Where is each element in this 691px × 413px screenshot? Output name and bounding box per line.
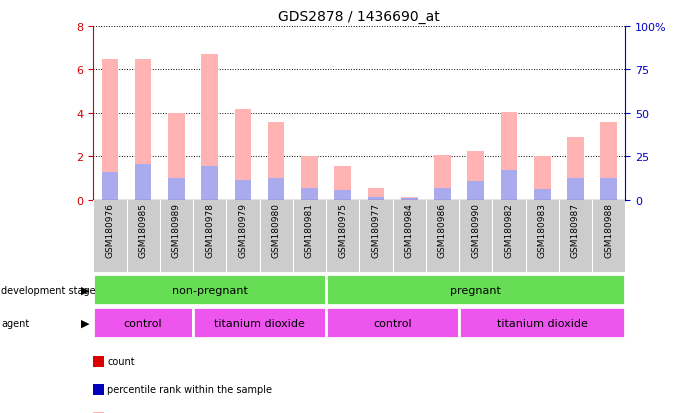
Bar <box>93 308 193 339</box>
Bar <box>135 164 151 200</box>
Bar <box>600 178 617 200</box>
Text: titanium dioxide: titanium dioxide <box>214 318 305 328</box>
Text: non-pregnant: non-pregnant <box>172 285 247 295</box>
Text: GSM180975: GSM180975 <box>338 202 347 257</box>
Text: GSM180990: GSM180990 <box>471 202 480 257</box>
Bar <box>235 109 252 200</box>
Text: GSM180981: GSM180981 <box>305 202 314 257</box>
Bar <box>301 157 318 200</box>
Bar <box>467 182 484 200</box>
Bar <box>534 157 551 200</box>
Bar <box>600 122 617 200</box>
Text: GSM180977: GSM180977 <box>372 202 381 257</box>
Bar <box>401 198 417 200</box>
Bar <box>168 114 184 200</box>
Text: development stage: development stage <box>1 285 96 295</box>
Text: ▶: ▶ <box>82 285 90 295</box>
Text: count: count <box>107 356 135 366</box>
Bar <box>534 190 551 200</box>
Bar <box>501 112 518 200</box>
Text: agent: agent <box>1 318 30 328</box>
Bar <box>567 178 584 200</box>
Text: GSM180988: GSM180988 <box>604 202 613 257</box>
Bar <box>268 122 285 200</box>
Text: GSM180976: GSM180976 <box>106 202 115 257</box>
Text: ▶: ▶ <box>82 318 90 328</box>
Text: control: control <box>124 318 162 328</box>
Text: GSM180984: GSM180984 <box>405 202 414 257</box>
Text: pregnant: pregnant <box>451 285 501 295</box>
Bar <box>334 167 351 200</box>
Bar <box>368 197 384 200</box>
Bar <box>102 172 118 200</box>
Text: control: control <box>373 318 412 328</box>
Text: GSM180983: GSM180983 <box>538 202 547 257</box>
Bar <box>201 167 218 200</box>
Bar <box>567 138 584 200</box>
Bar <box>326 275 625 306</box>
Bar <box>268 178 285 200</box>
Bar <box>102 59 118 200</box>
Text: GSM180987: GSM180987 <box>571 202 580 257</box>
Bar <box>434 188 451 200</box>
Bar <box>401 197 417 200</box>
Bar <box>368 188 384 200</box>
Bar <box>434 156 451 200</box>
Bar <box>467 152 484 200</box>
Bar <box>301 188 318 200</box>
Text: GSM180986: GSM180986 <box>438 202 447 257</box>
Bar <box>135 59 151 200</box>
Bar <box>235 181 252 200</box>
Bar <box>93 275 326 306</box>
Bar <box>193 308 326 339</box>
Text: GSM180989: GSM180989 <box>172 202 181 257</box>
Bar <box>326 308 459 339</box>
Bar <box>168 178 184 200</box>
Text: GSM180978: GSM180978 <box>205 202 214 257</box>
Text: GSM180980: GSM180980 <box>272 202 281 257</box>
Text: GSM180985: GSM180985 <box>139 202 148 257</box>
Bar <box>459 308 625 339</box>
Text: GSM180979: GSM180979 <box>238 202 247 257</box>
Text: percentile rank within the sample: percentile rank within the sample <box>107 385 272 394</box>
Bar <box>334 190 351 200</box>
Title: GDS2878 / 1436690_at: GDS2878 / 1436690_at <box>278 10 440 24</box>
Bar <box>201 55 218 200</box>
Text: titanium dioxide: titanium dioxide <box>497 318 587 328</box>
Bar <box>501 171 518 200</box>
Text: GSM180982: GSM180982 <box>504 202 513 257</box>
